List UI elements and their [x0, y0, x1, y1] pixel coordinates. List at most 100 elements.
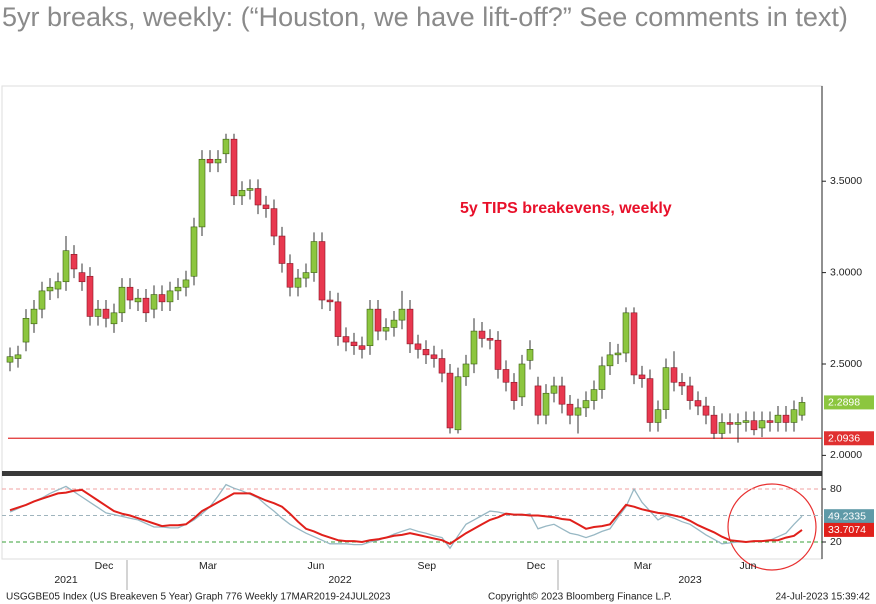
footer-right: 24-Jul-2023 15:39:42 [775, 592, 870, 603]
candle-body [398, 308, 406, 321]
candle-body [774, 414, 782, 423]
candle-body [494, 339, 502, 370]
candle-body [462, 363, 470, 378]
candle-body [302, 272, 310, 279]
y-tick-label: 2.5000 [830, 358, 862, 370]
candle-body [622, 312, 630, 354]
candle-body [278, 235, 286, 264]
y-tick-label: 2.0000 [830, 449, 862, 461]
candle-body [718, 422, 726, 434]
candle-body [446, 372, 454, 429]
candle-body [558, 385, 566, 405]
pane-divider [2, 471, 822, 476]
candle-body [550, 385, 558, 394]
candle-body [294, 277, 302, 288]
candle-body [94, 308, 102, 317]
candle-body [254, 188, 262, 206]
candle-body [758, 420, 766, 429]
candle-body [734, 422, 742, 425]
candle-body [518, 363, 526, 398]
candle-body [78, 272, 86, 283]
candle-body [686, 385, 694, 401]
candle-body [6, 356, 14, 363]
candle-body [182, 279, 190, 288]
x-tick-label: Jun [308, 560, 325, 572]
reference-label: 2.0936 [828, 433, 860, 445]
y-tick-label: 80 [830, 483, 842, 495]
candle-body [102, 308, 110, 319]
candle-body [486, 338, 494, 341]
candle-body [262, 204, 270, 209]
y-tick-label: 20 [830, 536, 842, 548]
candle-body [270, 208, 278, 237]
candle-body [702, 405, 710, 416]
candle-body [750, 420, 758, 431]
candle-body [510, 381, 518, 401]
x-tick-label: Jun [740, 560, 757, 572]
candle-body [798, 402, 806, 416]
candle-body [678, 381, 686, 387]
candle-body [334, 301, 342, 337]
candle-body [238, 190, 246, 197]
candle-body [742, 420, 750, 423]
x-tick-label: Dec [95, 560, 114, 572]
year-label: 2022 [328, 574, 352, 586]
candle-body [358, 345, 366, 350]
last-value-label-box [824, 395, 874, 410]
candle-body [190, 226, 198, 277]
candle-body [318, 241, 326, 301]
last-value-label: 49.2335 [828, 510, 866, 522]
candle-body [646, 378, 654, 423]
candle-body [478, 330, 486, 339]
year-label: 2021 [54, 574, 78, 586]
candle-body [710, 414, 718, 434]
candle-body [326, 299, 334, 303]
candle-body [582, 400, 590, 409]
candle-body [662, 367, 670, 410]
candle-body [30, 308, 38, 325]
title: 5yr breaks, weekly: (“Houston, we have l… [2, 2, 848, 32]
last-value-label-box [824, 509, 874, 524]
candle-body [150, 294, 158, 310]
candle-body [222, 138, 230, 155]
candle-body [230, 138, 238, 197]
candle-body [54, 281, 62, 290]
candle-body [118, 286, 126, 314]
candle-body [614, 352, 622, 356]
candle-body [382, 327, 390, 332]
candle-body [638, 374, 646, 379]
candle-body [286, 263, 294, 288]
year-label: 2023 [678, 574, 702, 586]
candle-body [350, 341, 358, 347]
candle-body [470, 330, 478, 365]
candle-body [158, 294, 166, 303]
candle-body [574, 407, 582, 416]
candle-body [214, 158, 222, 164]
candle-body [142, 297, 150, 314]
candle-body [654, 409, 662, 423]
candle-body [206, 158, 214, 164]
candle-body [134, 297, 142, 303]
candle-body [534, 385, 542, 416]
candle-body [22, 317, 30, 343]
reference-label-box [824, 431, 874, 446]
x-tick-label: Mar [634, 560, 653, 572]
candle-body [430, 354, 438, 359]
candle-body [366, 308, 374, 347]
candle-body [246, 188, 254, 191]
candle-body [46, 286, 54, 292]
candle-body [726, 422, 734, 425]
candle-body [406, 308, 414, 345]
footer-center: Copyright© 2023 Bloomberg Finance L.P. [488, 592, 672, 603]
candle-body [342, 336, 350, 343]
candle-body [766, 420, 774, 423]
candle-body [598, 365, 606, 390]
candle-body [390, 319, 398, 328]
x-tick-label: Dec [527, 560, 546, 572]
candle-body [14, 354, 22, 359]
candle-body [198, 158, 206, 228]
x-tick-label: Sep [417, 560, 436, 572]
series-line [9, 483, 803, 550]
candle-body [438, 358, 446, 374]
y-tick-label: 3.5000 [830, 175, 862, 187]
